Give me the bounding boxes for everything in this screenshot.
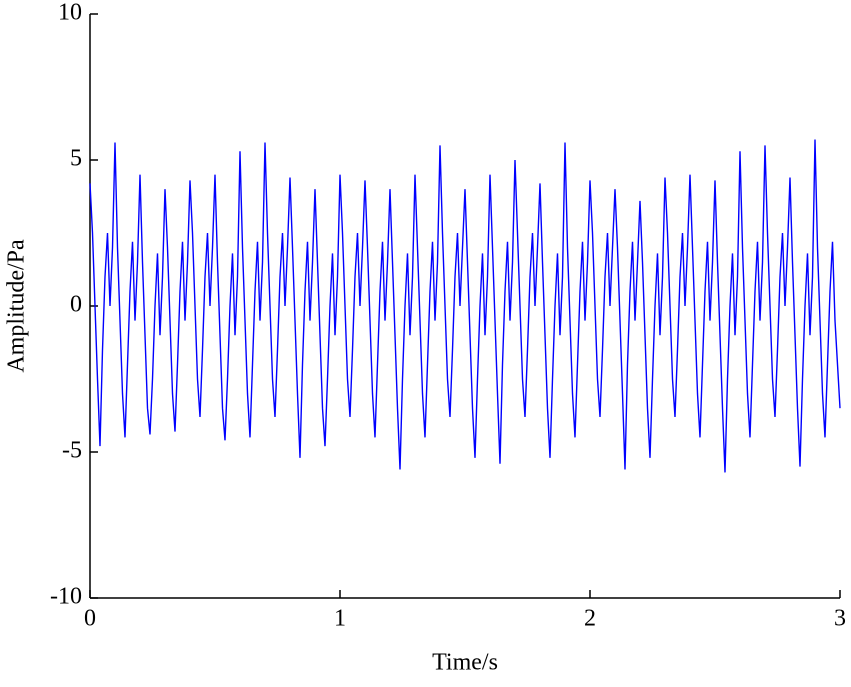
y-tick-label: 10 bbox=[58, 0, 82, 26]
y-axis-label: Amplitude/Pa bbox=[4, 239, 30, 373]
x-tick-label: 3 bbox=[834, 606, 846, 632]
y-tick-label: 0 bbox=[70, 292, 82, 318]
x-tick-label: 0 bbox=[84, 606, 96, 632]
x-tick-label: 2 bbox=[584, 606, 596, 632]
y-tick-label: -5 bbox=[62, 438, 82, 464]
signal-line bbox=[89, 139, 841, 473]
y-tick-label: -10 bbox=[50, 584, 82, 610]
x-tick-label: 1 bbox=[334, 606, 346, 632]
y-tick-label: 5 bbox=[70, 146, 82, 172]
x-axis-label: Time/s bbox=[432, 650, 498, 676]
